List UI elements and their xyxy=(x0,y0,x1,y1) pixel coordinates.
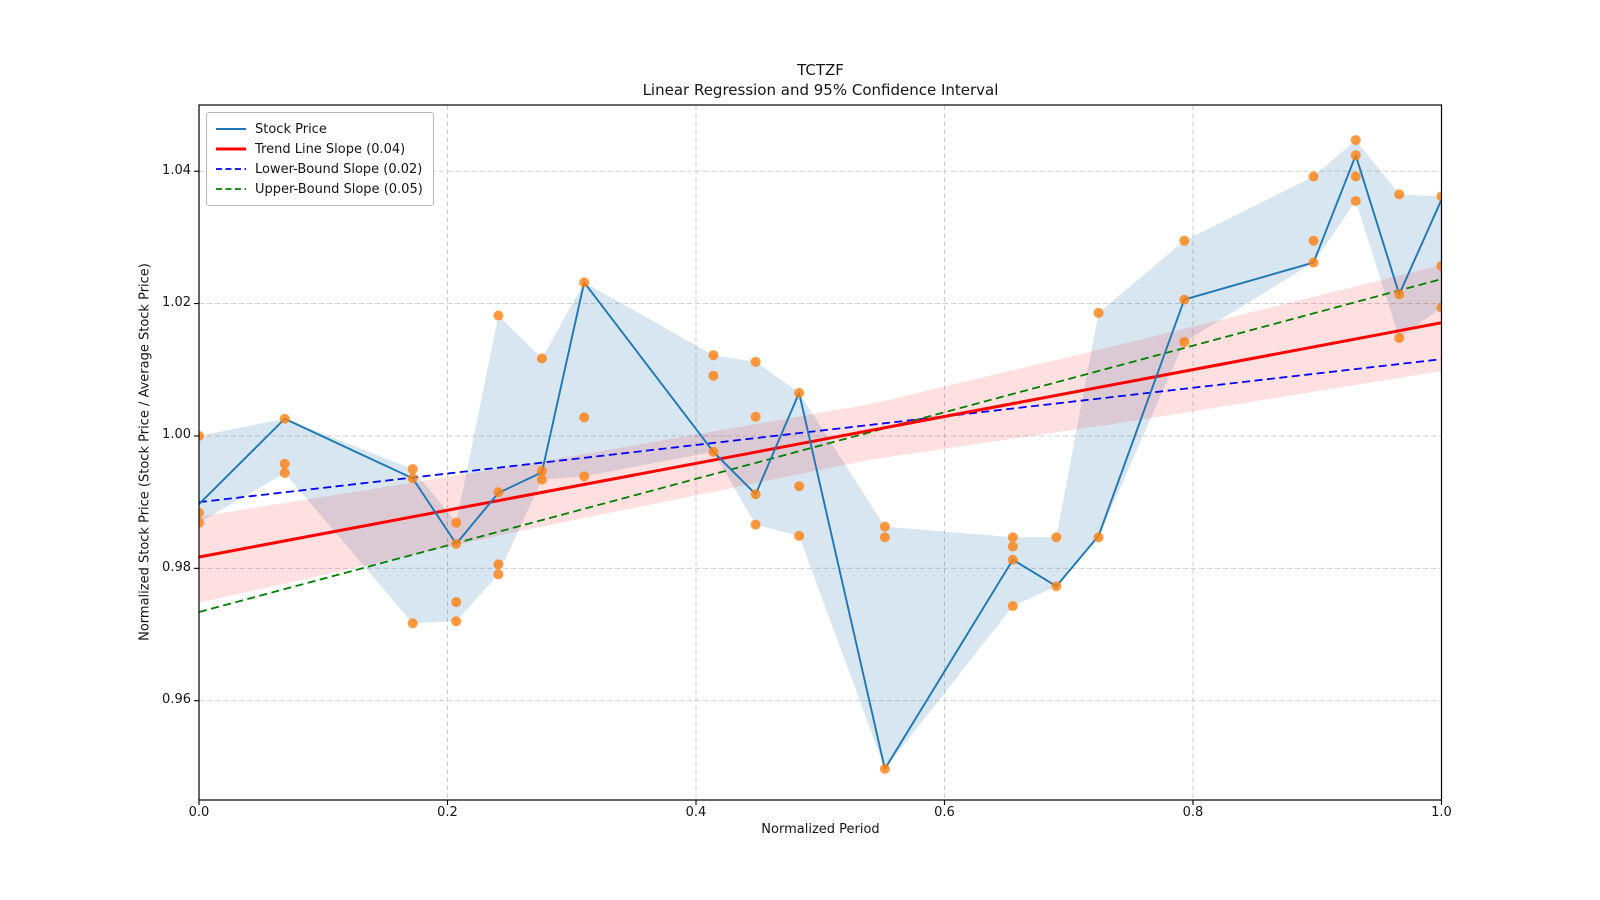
upper-bound-line xyxy=(199,278,1442,613)
data-point xyxy=(794,481,805,492)
data-point xyxy=(579,471,590,482)
data-point xyxy=(1093,307,1104,318)
legend-item: Lower-Bound Slope (0.02) xyxy=(215,159,423,179)
data-point xyxy=(750,489,761,500)
legend-item: Stock Price xyxy=(215,119,423,139)
data-point xyxy=(493,559,504,570)
x-tick-label: 0.4 xyxy=(685,805,707,820)
tick-marks xyxy=(194,170,1443,805)
data-point xyxy=(1007,554,1018,565)
data-point xyxy=(536,466,547,477)
data-point xyxy=(1308,257,1319,268)
data-point xyxy=(1350,171,1361,182)
data-point xyxy=(199,507,204,518)
data-point xyxy=(708,350,719,361)
data-point xyxy=(1007,532,1018,543)
y-axis-label: Normalized Stock Price (Stock Price / Av… xyxy=(137,263,153,641)
data-point xyxy=(708,370,719,381)
y-tick-label: 0.96 xyxy=(162,692,191,708)
data-point xyxy=(536,353,547,364)
legend-label: Upper-Bound Slope (0.05) xyxy=(255,181,423,197)
y-tick-label: 1.02 xyxy=(162,295,191,311)
data-point xyxy=(879,763,890,774)
x-tick-label: 0.8 xyxy=(1182,805,1204,820)
trend-line xyxy=(199,321,1442,559)
data-point xyxy=(451,597,462,608)
x-tick-label: 1.0 xyxy=(1431,805,1452,820)
lower-bound-line xyxy=(199,358,1442,504)
data-point xyxy=(1394,289,1405,300)
data-point xyxy=(1436,302,1442,313)
data-point xyxy=(493,487,504,498)
y-tick-label: 1.04 xyxy=(162,162,191,178)
data-point xyxy=(451,616,462,627)
data-point xyxy=(279,413,290,424)
data-point xyxy=(1179,235,1190,246)
data-point xyxy=(1093,532,1104,543)
legend-line-swatch xyxy=(216,128,246,130)
data-point xyxy=(1179,294,1190,305)
data-point xyxy=(451,517,462,528)
legend-label: Lower-Bound Slope (0.02) xyxy=(255,161,423,177)
data-point xyxy=(579,277,590,288)
data-point xyxy=(708,446,719,457)
data-point xyxy=(1350,150,1361,161)
data-point xyxy=(493,310,504,321)
data-point xyxy=(1350,135,1361,146)
data-point xyxy=(1007,541,1018,552)
data-point xyxy=(1007,601,1018,612)
data-point xyxy=(1051,581,1062,592)
data-point xyxy=(1179,336,1190,347)
y-tick-label: 0.98 xyxy=(162,559,191,575)
x-tick-label: 0.6 xyxy=(934,805,955,820)
data-point xyxy=(407,464,418,475)
data-point xyxy=(199,430,204,441)
y-tick-label: 1.00 xyxy=(162,427,191,443)
chart-title: TCTZF xyxy=(797,61,844,79)
plot-border xyxy=(198,104,1443,801)
data-point xyxy=(407,473,418,484)
data-point xyxy=(1350,195,1361,206)
legend-dashed-line-swatch xyxy=(216,188,246,190)
data-point xyxy=(1436,191,1442,202)
stock-price-band xyxy=(199,140,1442,769)
data-point xyxy=(879,532,890,543)
data-point xyxy=(536,474,547,485)
data-point xyxy=(1051,532,1062,543)
legend-label: Trend Line Slope (0.04) xyxy=(255,141,406,157)
x-axis-label: Normalized Period xyxy=(761,822,880,837)
legend-dashed-line-swatch xyxy=(216,168,246,170)
data-point xyxy=(493,569,504,580)
data-point xyxy=(279,458,290,469)
legend-label: Stock Price xyxy=(255,121,327,137)
data-point xyxy=(199,517,204,528)
chart-subtitle: Linear Regression and 95% Confidence Int… xyxy=(642,81,999,99)
confidence-band xyxy=(199,265,1442,603)
legend-line-swatch xyxy=(216,147,246,151)
data-point xyxy=(879,521,890,532)
data-point xyxy=(1394,189,1405,200)
legend: Stock Price Trend Line Slope (0.04) Lower-… xyxy=(206,112,434,206)
data-point xyxy=(1308,171,1319,182)
data-point xyxy=(1394,332,1405,343)
data-point xyxy=(750,519,761,530)
scatter-points xyxy=(199,135,1442,774)
data-point xyxy=(1436,260,1442,271)
data-point xyxy=(279,468,290,479)
legend-item: Upper-Bound Slope (0.05) xyxy=(215,179,423,199)
x-tick-label: 0.0 xyxy=(188,805,210,820)
data-point xyxy=(750,356,761,367)
legend-item: Trend Line Slope (0.04) xyxy=(215,139,423,159)
data-point xyxy=(1308,235,1319,246)
x-tick-label: 0.2 xyxy=(437,805,458,820)
data-point xyxy=(794,387,805,398)
data-point xyxy=(794,530,805,541)
data-point xyxy=(451,538,462,549)
data-point xyxy=(579,412,590,423)
data-point xyxy=(407,618,418,629)
data-point xyxy=(750,411,761,422)
